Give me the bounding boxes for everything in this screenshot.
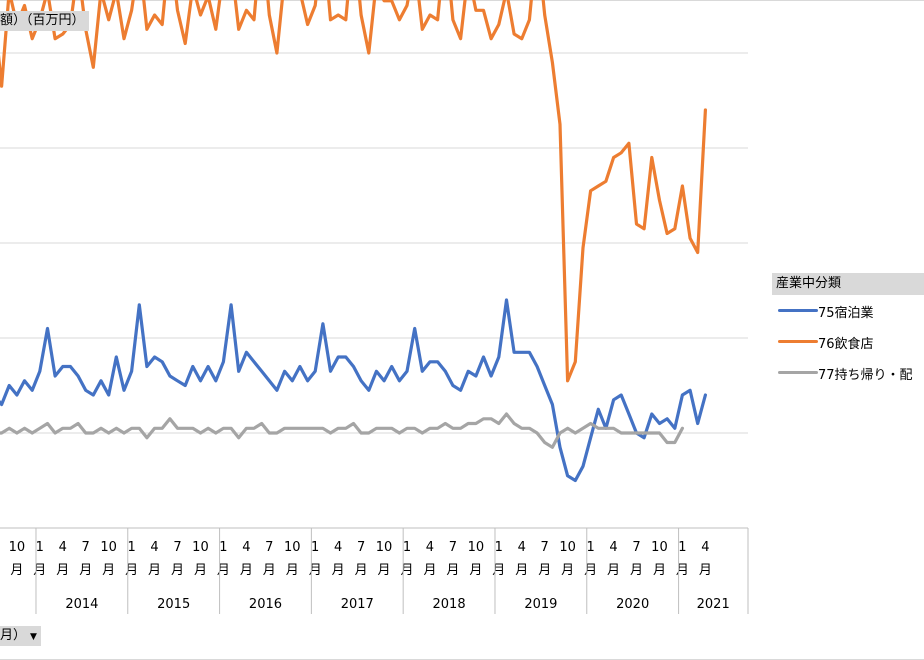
year-label: 2017 xyxy=(341,597,374,612)
x-tick-label: 10 xyxy=(192,540,209,555)
x-tick-month-suffix: 月 xyxy=(102,563,115,578)
x-tick-month-suffix: 月 xyxy=(538,563,551,578)
series-line-75 xyxy=(0,298,708,483)
x-tick-label: 1 xyxy=(495,540,503,555)
x-tick-label: 1 xyxy=(678,540,686,555)
x-tick-label: 1 xyxy=(36,540,44,555)
x-tick-label: 4 xyxy=(609,540,617,555)
x-tick-label: 4 xyxy=(242,540,250,555)
year-label: 2016 xyxy=(249,597,282,612)
x-tick-month-suffix: 月 xyxy=(355,563,368,578)
year-label: 2019 xyxy=(524,597,557,612)
x-tick-label: 1 xyxy=(219,540,227,555)
x-tick-month-suffix: 月 xyxy=(194,563,207,578)
x-tick-month-suffix: 月 xyxy=(171,563,184,578)
x-tick-month-suffix: 月 xyxy=(263,563,276,578)
year-label: 2020 xyxy=(616,597,649,612)
x-tick-label: 1 xyxy=(311,540,319,555)
x-tick-month-suffix: 月 xyxy=(469,563,482,578)
x-tick-month-suffix: 月 xyxy=(125,563,138,578)
x-tick-label: 7 xyxy=(541,540,549,555)
x-tick-label: 7 xyxy=(632,540,640,555)
x-tick-label: 4 xyxy=(150,540,158,555)
year-label: 2014 xyxy=(65,597,98,612)
legend-label-restaurants: 76飲食店 xyxy=(818,337,874,352)
axis-field-button[interactable]: 月） ▼ xyxy=(0,626,41,646)
year-label: 2015 xyxy=(157,597,190,612)
x-tick-month-suffix: 月 xyxy=(217,563,230,578)
year-label: 2021 xyxy=(697,597,730,612)
x-tick-label: 10 xyxy=(376,540,393,555)
x-tick-month-suffix: 月 xyxy=(56,563,69,578)
x-tick-label: 1 xyxy=(586,540,594,555)
triangle-down-icon[interactable]: ▼ xyxy=(30,632,37,642)
x-tick-month-suffix: 月 xyxy=(607,563,620,578)
legend-item-restaurants[interactable]: 76飲食店 xyxy=(772,326,924,357)
x-tick-label: 4 xyxy=(59,540,67,555)
legend-label-accommodation: 75宿泊業 xyxy=(818,306,874,321)
x-tick-month-suffix: 月 xyxy=(332,563,345,578)
x-tick-month-suffix: 月 xyxy=(378,563,391,578)
legend-swatch-restaurants xyxy=(778,340,818,343)
x-tick-label: 10 xyxy=(100,540,117,555)
x-tick-month-suffix: 月 xyxy=(286,563,299,578)
x-tick-label: 10 xyxy=(559,540,576,555)
x-tick-month-suffix: 月 xyxy=(400,563,413,578)
x-tick-label: 10 xyxy=(9,540,26,555)
x-tick-label: 1 xyxy=(127,540,135,555)
axis-field-label: 月） xyxy=(0,628,27,643)
x-tick-month-suffix: 月 xyxy=(676,563,689,578)
x-tick-label: 4 xyxy=(701,540,709,555)
x-tick-label: 7 xyxy=(265,540,273,555)
legend-swatch-accommodation xyxy=(778,309,818,312)
legend-label-takeout: 77持ち帰り・配 xyxy=(818,368,913,383)
x-tick-label: 7 xyxy=(82,540,90,555)
legend-swatch-takeout xyxy=(778,371,818,374)
x-tick-label: 4 xyxy=(334,540,342,555)
x-tick-label: 10 xyxy=(468,540,485,555)
x-tick-label: 10 xyxy=(284,540,301,555)
legend-item-accommodation[interactable]: 75宿泊業 xyxy=(772,295,924,326)
x-tick-month-suffix: 月 xyxy=(423,563,436,578)
x-tick-label: 7 xyxy=(357,540,365,555)
x-tick-month-suffix: 月 xyxy=(492,563,505,578)
x-tick-month-suffix: 月 xyxy=(240,563,253,578)
x-tick-label: 10 xyxy=(651,540,668,555)
x-tick-label: 7 xyxy=(173,540,181,555)
legend-item-takeout[interactable]: 77持ち帰り・配 xyxy=(772,357,924,388)
value-field-button[interactable]: 額）（百万円） xyxy=(0,11,89,31)
series-line-77 xyxy=(0,412,685,449)
x-tick-month-suffix: 月 xyxy=(148,563,161,578)
x-tick-label: 1 xyxy=(403,540,411,555)
x-tick-month-suffix: 月 xyxy=(309,563,322,578)
x-tick-month-suffix: 月 xyxy=(653,563,666,578)
x-tick-month-suffix: 月 xyxy=(584,563,597,578)
x-tick-month-suffix: 月 xyxy=(561,563,574,578)
series-line-76 xyxy=(0,0,708,383)
x-tick-month-suffix: 月 xyxy=(79,563,92,578)
x-tick-label: 4 xyxy=(426,540,434,555)
x-tick-label: 4 xyxy=(518,540,526,555)
x-tick-month-suffix: 月 xyxy=(699,563,712,578)
value-field-label: 額）（百万円） xyxy=(0,13,85,28)
x-tick-month-suffix: 月 xyxy=(515,563,528,578)
x-tick-month-suffix: 月 xyxy=(10,563,23,578)
legend: 産業中分類 75宿泊業 76飲食店 77持ち帰り・配 xyxy=(772,273,924,388)
x-tick-month-suffix: 月 xyxy=(630,563,643,578)
x-tick-month-suffix: 月 xyxy=(446,563,459,578)
year-label: 2018 xyxy=(433,597,466,612)
legend-title[interactable]: 産業中分類 xyxy=(772,273,924,295)
x-tick-month-suffix: 月 xyxy=(33,563,46,578)
x-tick-label: 7 xyxy=(449,540,457,555)
